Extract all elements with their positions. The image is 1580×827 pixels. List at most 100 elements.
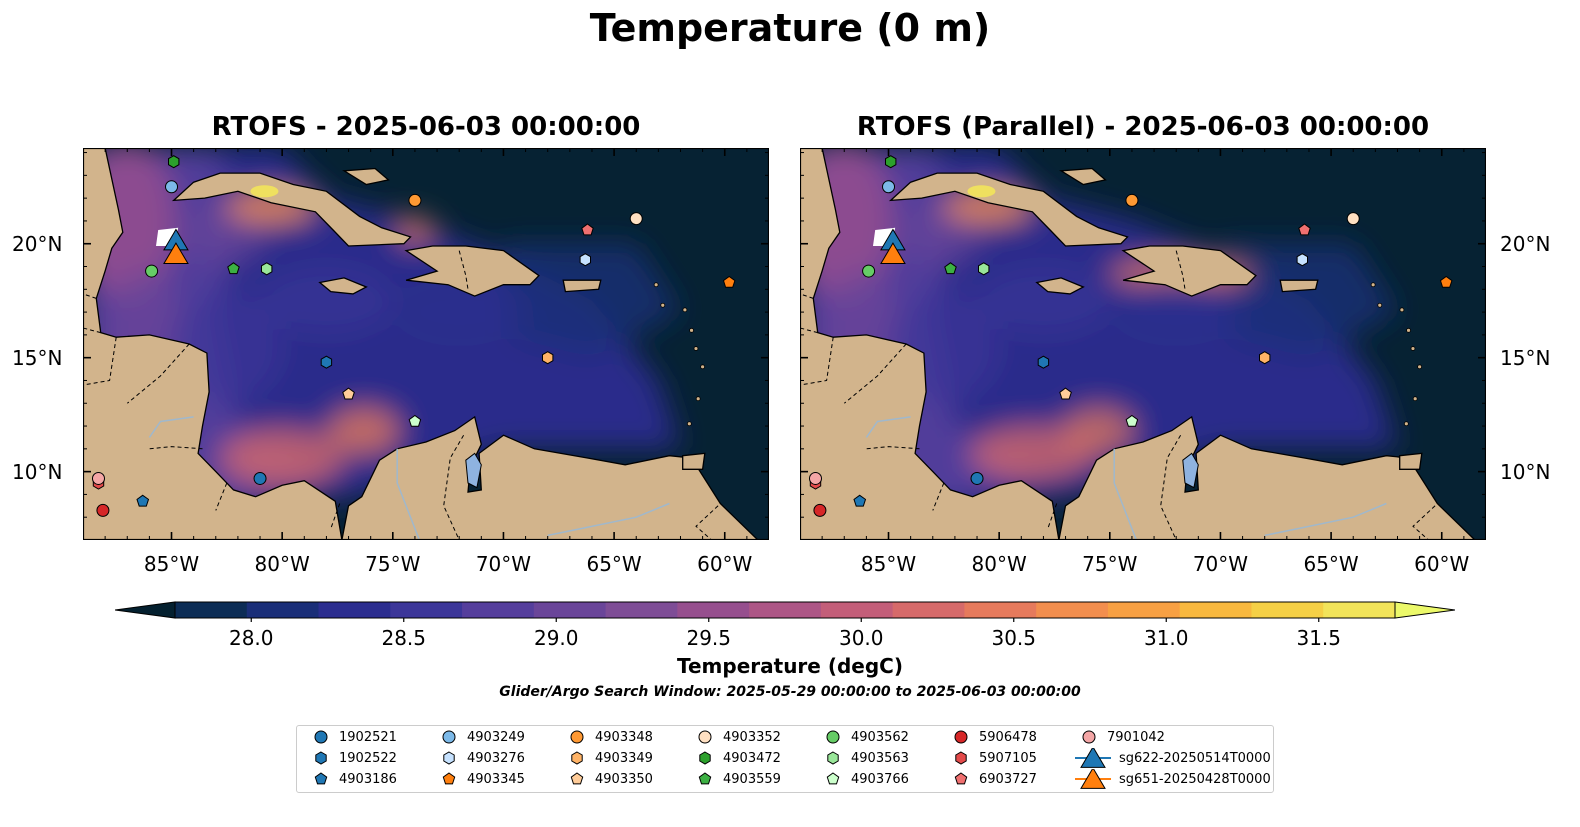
x-tick-label: 75°W — [1082, 552, 1138, 576]
legend-item-4903766: 4903766 — [817, 769, 909, 789]
country-border — [800, 327, 818, 334]
float-marker-7901042 — [91, 471, 105, 485]
legend-float-marker — [954, 772, 968, 785]
legend-marker-icon — [571, 751, 583, 765]
legend-float-marker — [827, 751, 839, 765]
legend-marker-icon — [1075, 769, 1111, 789]
colorbar-band — [318, 602, 391, 618]
legend-float-marker — [443, 751, 455, 765]
colorbar-label: Temperature (degC) — [677, 654, 903, 678]
legend-marker-icon — [1082, 730, 1096, 744]
river — [1113, 448, 1138, 540]
country-border — [1160, 434, 1182, 540]
float-marker-4903348 — [1125, 193, 1139, 207]
float-marker-4903352 — [629, 212, 643, 226]
float-marker-4903352 — [1346, 212, 1360, 226]
legend-label: 4903559 — [723, 771, 781, 787]
country-border — [83, 327, 101, 334]
country-border — [1047, 503, 1058, 529]
legend-label: sg651-20250428T0000 — [1119, 771, 1271, 787]
country-border — [695, 505, 719, 540]
legend-label: 4903249 — [467, 729, 525, 745]
legend-float-marker — [699, 751, 711, 765]
float-marker-1902521 — [253, 471, 267, 485]
panel-title: RTOFS - 2025-06-03 00:00:00 — [211, 112, 641, 142]
lake-maracaibo — [1182, 452, 1199, 489]
y-tick-label-right: 20°N — [1500, 231, 1551, 256]
country-border — [800, 293, 814, 299]
legend-glider-marker — [1080, 748, 1106, 768]
legend-float-marker — [314, 772, 328, 785]
float-marker-4903345 — [722, 275, 736, 288]
colorbar-extend-max — [1394, 601, 1455, 619]
colorbar-band — [1323, 602, 1396, 618]
figure-title: Temperature (0 m) — [589, 6, 991, 50]
legend-label: 4903350 — [595, 771, 653, 787]
legend-item-sg651-20250428T0000: sg651-20250428T0000 — [1073, 769, 1271, 789]
y-tick-label-right: 10°N — [1500, 459, 1551, 484]
legend-marker-icon — [826, 772, 840, 785]
legend-float-marker — [698, 772, 712, 785]
small-island — [660, 302, 666, 308]
float-marker-4903563 — [261, 262, 273, 276]
colorbar-band — [892, 602, 965, 618]
colorbar-band — [1036, 602, 1109, 618]
colorbar-band — [246, 602, 320, 618]
country-border — [126, 343, 190, 404]
small-island — [1406, 327, 1411, 333]
colorbar — [115, 601, 1455, 622]
legend-item-4903563: 4903563 — [817, 748, 909, 768]
legend-label: 4903562 — [851, 729, 909, 745]
small-island — [700, 364, 706, 370]
float-marker-4903276 — [579, 253, 591, 267]
small-island — [653, 282, 659, 288]
map-canvas — [800, 148, 1486, 540]
legend-label: 4903345 — [467, 771, 525, 787]
legend-marker-icon — [443, 751, 455, 765]
legend-marker-icon — [315, 751, 327, 765]
country-border — [330, 503, 341, 529]
legend-glider-marker — [1080, 769, 1106, 789]
float-marker-7901042 — [808, 471, 822, 485]
float-marker-4903186 — [136, 494, 150, 507]
legend-item-4903562: 4903562 — [817, 727, 909, 747]
legend-float-marker — [698, 730, 712, 744]
float-marker-6903727 — [581, 223, 594, 236]
legend-label: 1902521 — [339, 729, 397, 745]
country-border — [866, 446, 920, 450]
legend-float-marker — [826, 730, 840, 744]
legend-float-marker — [1082, 730, 1096, 744]
legend-marker-icon — [955, 751, 967, 765]
float-marker-5906478 — [96, 503, 110, 517]
country-border — [215, 482, 228, 511]
country-border — [932, 482, 945, 511]
float-marker-4903345 — [1439, 275, 1453, 288]
legend-float-marker — [826, 772, 840, 785]
legend-item-4903352: 4903352 — [689, 727, 781, 747]
legend-label: 4903349 — [595, 750, 653, 766]
float-marker-4903186 — [853, 494, 867, 507]
float-markers — [808, 155, 1453, 517]
legend-label: 1902522 — [339, 750, 397, 766]
legend-label: 4903352 — [723, 729, 781, 745]
y-tick-label-left: 15°N — [12, 345, 63, 370]
colorbar-band — [677, 602, 750, 618]
legend-item-5906478: 5906478 — [945, 727, 1037, 747]
colorbar-band — [1179, 602, 1252, 618]
float-marker-4903559 — [944, 262, 957, 275]
float-marker-4903350 — [1059, 387, 1072, 400]
legend-float-marker — [315, 751, 327, 765]
small-island — [1399, 307, 1405, 313]
x-tick-label: 60°W — [1414, 552, 1470, 576]
country-border — [83, 293, 97, 299]
float-marker-4903562 — [145, 264, 159, 278]
legend-marker-icon — [1075, 748, 1111, 768]
country-border — [149, 446, 203, 450]
legend-marker-icon — [570, 730, 584, 744]
float-marker-4903249 — [882, 180, 896, 194]
float-marker-1902521 — [970, 471, 984, 485]
float-marker-4903559 — [227, 262, 240, 275]
legend-marker-icon — [698, 772, 712, 785]
legend-item-4903186: 4903186 — [305, 769, 397, 789]
legend-item-4903348: 4903348 — [561, 727, 653, 747]
